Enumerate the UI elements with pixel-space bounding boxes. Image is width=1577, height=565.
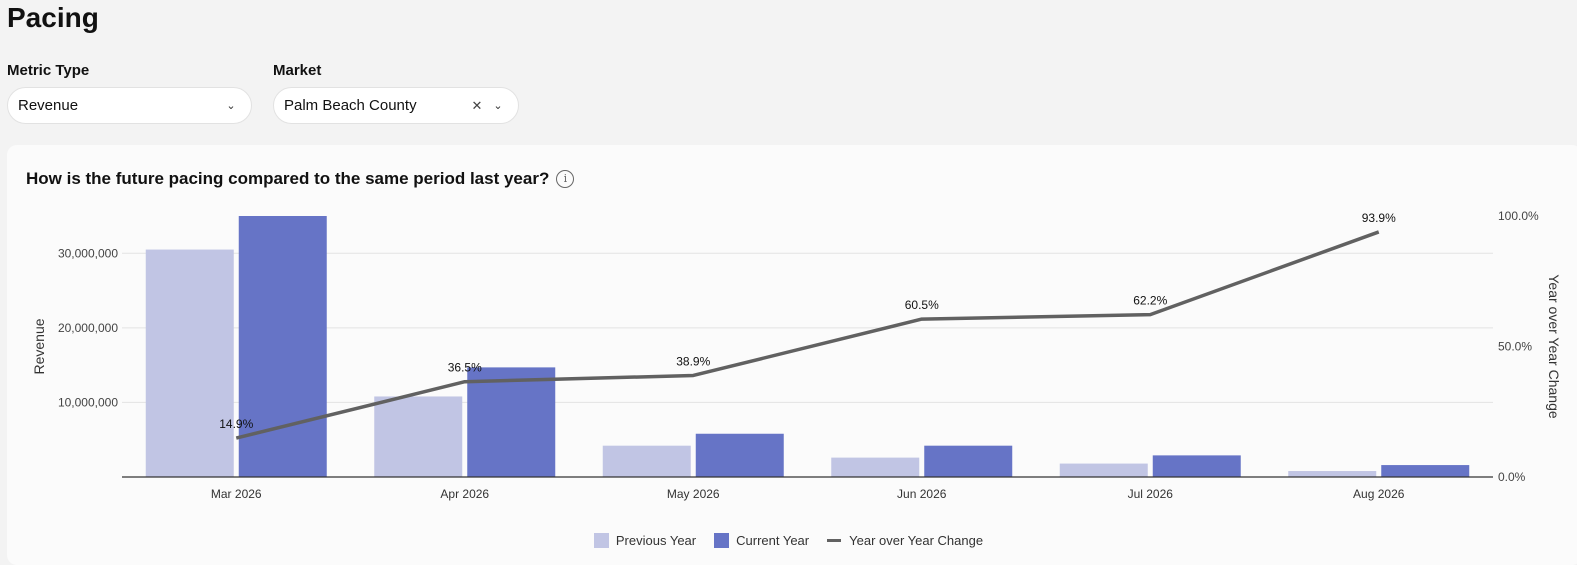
y2-tick-label: 50.0%: [1498, 340, 1532, 354]
page-title: Pacing: [7, 2, 99, 33]
bar-current-year: [1381, 465, 1470, 477]
bar-previous-year: [602, 445, 691, 477]
y2-tick-label: 100.0%: [1498, 209, 1539, 223]
y-tick-label: 20,000,000: [58, 321, 118, 335]
y-tick-label: 10,000,000: [58, 395, 118, 409]
legend-item-current-year[interactable]: Current Year: [714, 533, 809, 548]
yoy-data-label: 38.9%: [676, 354, 710, 368]
yoy-data-label: 14.9%: [219, 417, 253, 431]
legend-swatch-current-year: [714, 533, 730, 548]
x-tick-label: Aug 2026: [1353, 487, 1405, 501]
yoy-data-label: 60.5%: [905, 298, 939, 312]
bar-previous-year: [145, 249, 234, 477]
yoy-data-label: 62.2%: [1133, 294, 1167, 308]
legend-item-yoy-change[interactable]: Year over Year Change: [827, 533, 983, 548]
market-value: Palm Beach County: [284, 97, 417, 114]
chart-title: How is the future pacing compared to the…: [26, 169, 550, 188]
metric-type-label: Metric Type: [7, 62, 90, 79]
bar-current-year: [1152, 455, 1241, 477]
bar-previous-year: [374, 396, 463, 477]
legend-label-previous-year: Previous Year: [615, 533, 697, 548]
x-tick-label: Jun 2026: [897, 487, 947, 501]
legend-label-current-year: Current Year: [736, 533, 810, 548]
metric-type-value: Revenue: [18, 97, 79, 114]
chevron-down-icon[interactable]: ⌄: [226, 100, 236, 112]
yoy-data-label: 36.5%: [448, 361, 482, 375]
yoy-change-line: [235, 230, 1380, 440]
chart-legend: Previous Year Current Year Year over Yea…: [0, 533, 1577, 548]
market-label: Market: [273, 62, 322, 79]
info-icon[interactable]: i: [556, 170, 575, 188]
bar-previous-year: [831, 457, 920, 477]
bar-previous-year: [1059, 463, 1148, 477]
metric-type-select[interactable]: Revenue ⌄: [7, 87, 252, 124]
chart-title-row: How is the future pacing compared to the…: [26, 169, 575, 189]
legend-swatch-yoy-change: [827, 539, 842, 542]
x-tick-label: Jul 2026: [1128, 487, 1174, 501]
bar-current-year: [695, 433, 784, 477]
bar-current-year: [924, 445, 1013, 477]
bar-current-year: [238, 216, 327, 477]
x-tick-label: Apr 2026: [440, 487, 489, 501]
bar-current-year: [467, 367, 556, 477]
market-select[interactable]: Palm Beach County ✕ ⌄: [273, 87, 519, 124]
y2-tick-label: 0.0%: [1498, 470, 1526, 484]
y-axis-title: Revenue: [31, 318, 47, 374]
x-tick-label: Mar 2026: [211, 487, 262, 501]
legend-label-yoy-change: Year over Year Change: [849, 533, 984, 548]
yoy-data-label: 93.9%: [1362, 211, 1396, 225]
legend-swatch-previous-year: [593, 533, 609, 548]
x-tick-label: May 2026: [667, 487, 720, 501]
bar-previous-year: [1288, 471, 1377, 477]
chevron-down-icon[interactable]: ⌄: [493, 100, 503, 112]
y-tick-label: 30,000,000: [58, 246, 118, 260]
legend-item-previous-year[interactable]: Previous Year: [593, 533, 697, 548]
clear-icon[interactable]: ✕: [471, 97, 483, 113]
y2-axis-title: Year over Year Change: [1546, 274, 1562, 418]
